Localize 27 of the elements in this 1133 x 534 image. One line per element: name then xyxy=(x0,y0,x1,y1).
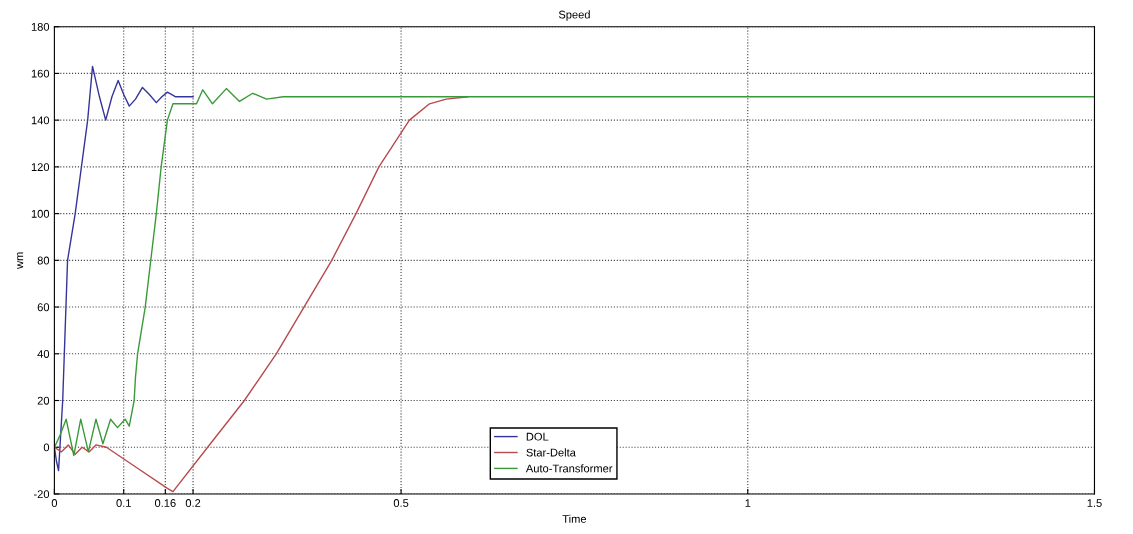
x-tick-label: 1.5 xyxy=(1087,499,1102,507)
x-tick-label: 0.16 xyxy=(154,499,176,507)
y-tick-label: -20 xyxy=(33,490,50,499)
line-series xyxy=(54,96,469,493)
legend-label: Star-Delta xyxy=(526,448,576,457)
y-tick-label: 140 xyxy=(31,116,50,125)
y-tick-label: 80 xyxy=(37,256,50,265)
x-tick-label: 0.2 xyxy=(185,499,201,507)
y-axis-title: wm xyxy=(17,252,24,269)
y-tick-label: 0 xyxy=(43,443,50,452)
y-tick-label: 40 xyxy=(37,350,50,358)
legend-label: DOL xyxy=(526,432,549,441)
y-tick-label: 180 xyxy=(31,22,50,31)
y-tick-label: 20 xyxy=(37,396,50,405)
x-axis-title: Time xyxy=(562,514,587,523)
y-tick-label: 120 xyxy=(31,163,50,172)
y-tick-label: 100 xyxy=(31,209,50,218)
x-tick-label: 0 xyxy=(51,499,58,507)
x-tick-label: 0.1 xyxy=(116,499,131,507)
y-tick-label: 60 xyxy=(37,303,50,312)
x-tick-label: 1 xyxy=(745,499,751,507)
x-tick-label: 0.5 xyxy=(393,499,409,507)
chart-title: Speed xyxy=(558,10,590,21)
line-series xyxy=(54,65,194,472)
y-tick-label: 160 xyxy=(31,69,50,78)
line-series xyxy=(54,87,1095,457)
legend-label: Auto-Transformer xyxy=(525,464,613,473)
